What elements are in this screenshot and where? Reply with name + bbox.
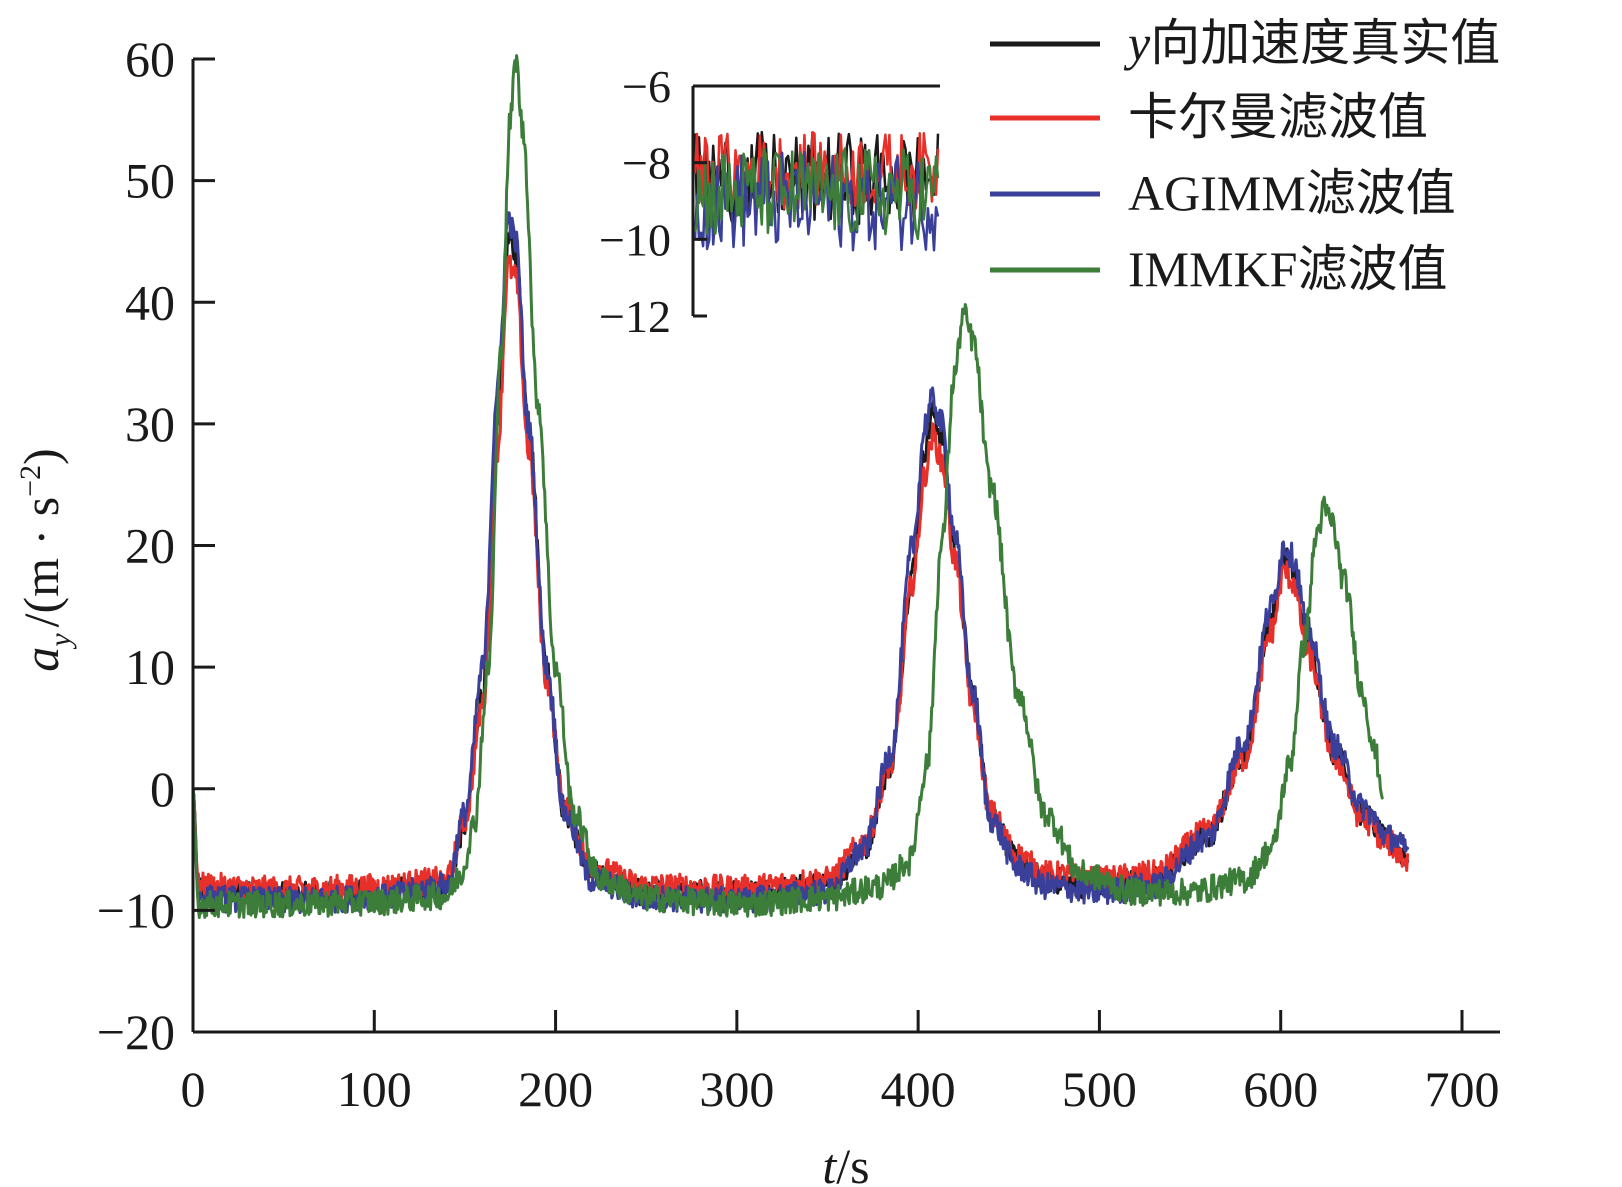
x-tick-label: 400: [881, 1061, 956, 1117]
y-tick-label: 40: [125, 274, 175, 330]
x-tick-label: 100: [337, 1061, 412, 1117]
inset-y-tick-label: −6: [622, 61, 671, 112]
y-tick-label: 20: [125, 518, 175, 574]
y-tick-label: 60: [125, 31, 175, 87]
y-ticks: −20 −10 0 10 20 30 40 50 60: [97, 31, 215, 1060]
x-axis-unit: /s: [836, 1138, 869, 1187]
y-axis-label: ay /(m · s−2): [13, 448, 77, 671]
x-axis-label: t/s: [822, 1138, 869, 1187]
legend-label-kalman: 卡尔曼滤波值: [1128, 89, 1428, 145]
y-axis-close: ): [13, 448, 69, 465]
legend: y向加速度真实值 卡尔曼滤波值 AGIMM滤波值 IMMKF滤波值: [990, 15, 1500, 297]
inset-y-tick-label: −10: [599, 214, 671, 265]
inset-y-tick-label: −8: [622, 138, 671, 189]
legend-entry-agimm: AGIMM滤波值: [990, 165, 1456, 221]
x-tick-label: 0: [181, 1061, 206, 1117]
plot-lines: [191, 54, 1410, 919]
inset-lines: [693, 130, 940, 252]
y-tick-label: −20: [97, 1004, 175, 1060]
x-tick-label: 600: [1243, 1061, 1318, 1117]
x-tick-label: 500: [1062, 1061, 1137, 1117]
y-tick-label: 0: [150, 761, 175, 817]
legend-label-agimm: AGIMM滤波值: [1128, 165, 1456, 221]
legend-entry-kalman: 卡尔曼滤波值: [990, 89, 1428, 145]
inset-y-tick-label: −12: [599, 291, 671, 342]
y-tick-label: −10: [97, 882, 175, 938]
x-tick-label: 700: [1425, 1061, 1500, 1117]
y-axis-unit: /(m · s: [13, 497, 69, 628]
legend-entry-true: y向加速度真实值: [990, 15, 1500, 71]
y-axis-label-group: ay /(m · s−2): [13, 448, 77, 671]
y-axis-sub: y: [44, 633, 77, 650]
y-tick-label: 30: [125, 396, 175, 452]
legend-entry-immkf: IMMKF滤波值: [990, 241, 1447, 297]
series-line-immkf: [191, 54, 1384, 919]
y-tick-label: 50: [125, 153, 175, 209]
legend-label-immkf: IMMKF滤波值: [1128, 241, 1447, 297]
x-ticks: 0 100 200 300 400 500 600 700: [181, 1010, 1500, 1117]
y-axis-var: a: [13, 647, 69, 672]
x-tick-label: 300: [699, 1061, 774, 1117]
x-axis-var: t: [822, 1138, 837, 1187]
inset-ticks: −6 −8 −10 −12: [599, 61, 707, 342]
x-tick-label: 200: [518, 1061, 593, 1117]
inset-line-immkf: [693, 147, 940, 241]
y-axis-sup: −2: [14, 465, 47, 497]
legend-label-true: y向加速度真实值: [1123, 15, 1500, 71]
legend-label-true-italic: y: [1123, 15, 1151, 71]
legend-label-true-rest: 向加速度真实值: [1150, 15, 1500, 71]
y-tick-label: 10: [125, 639, 175, 695]
inset-chart: −6 −8 −10 −12: [599, 61, 940, 342]
